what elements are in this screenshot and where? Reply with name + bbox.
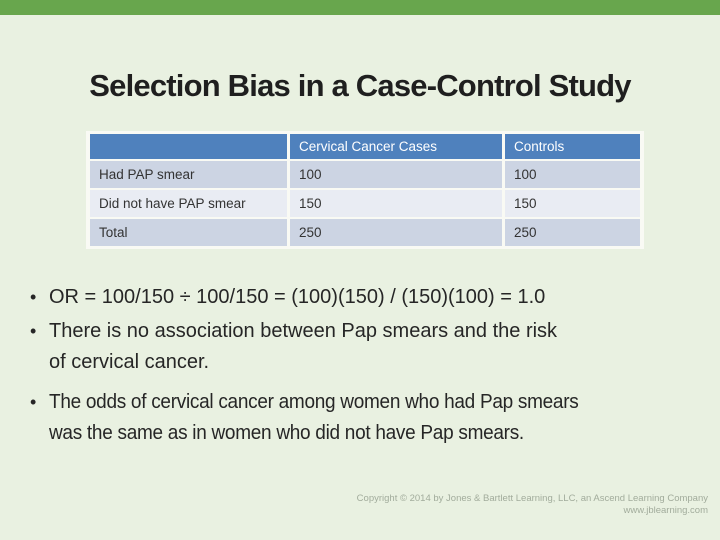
row-controls-value: 150 bbox=[505, 190, 640, 217]
header-cell-empty bbox=[90, 134, 287, 159]
table-row: Total 250 250 bbox=[90, 219, 640, 246]
row-cases-value: 250 bbox=[290, 219, 502, 246]
top-accent-bar bbox=[0, 0, 720, 15]
header-cell-cases: Cervical Cancer Cases bbox=[290, 134, 502, 159]
bullet-odds-ratio: OR = 100/150 ÷ 100/150 = (100)(150) / (1… bbox=[28, 282, 700, 313]
row-label: Had PAP smear bbox=[90, 161, 287, 188]
row-label: Total bbox=[90, 219, 287, 246]
bullet-odds-same-text: The odds of cervical cancer among women … bbox=[49, 391, 579, 444]
bullet-no-association: There is no association between Pap smea… bbox=[28, 316, 700, 378]
header-cell-controls: Controls bbox=[505, 134, 640, 159]
row-controls-value: 100 bbox=[505, 161, 640, 188]
table-header-row: Cervical Cancer Cases Controls bbox=[90, 134, 640, 159]
row-label: Did not have PAP smear bbox=[90, 190, 287, 217]
table-row: Did not have PAP smear 150 150 bbox=[90, 190, 640, 217]
row-controls-value: 250 bbox=[505, 219, 640, 246]
table-row: Had PAP smear 100 100 bbox=[90, 161, 640, 188]
row-cases-value: 100 bbox=[290, 161, 502, 188]
page-title: Selection Bias in a Case-Control Study bbox=[89, 67, 631, 103]
bullet-odds-same: The odds of cervical cancer among women … bbox=[28, 387, 700, 449]
row-cases-value: 150 bbox=[290, 190, 502, 217]
case-control-table: Cervical Cancer Cases Controls Had PAP s… bbox=[86, 131, 644, 249]
bullet-list: OR = 100/150 ÷ 100/150 = (100)(150) / (1… bbox=[28, 282, 700, 452]
copyright-notice: Copyright © 2014 by Jones & Bartlett Lea… bbox=[356, 493, 708, 516]
